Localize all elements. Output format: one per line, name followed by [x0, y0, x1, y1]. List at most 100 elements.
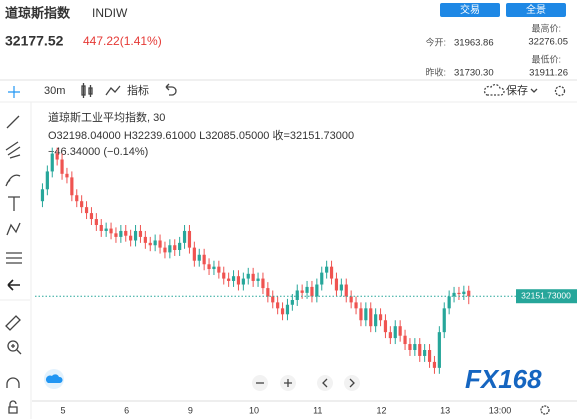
candle-body	[104, 228, 108, 231]
candle-body	[40, 189, 45, 202]
candle-body	[75, 195, 79, 202]
candle-body	[158, 240, 162, 248]
candle-body	[55, 153, 59, 160]
candle-body	[202, 254, 206, 265]
candle-body	[388, 332, 392, 339]
candle-body	[467, 290, 471, 297]
candle-body	[285, 304, 290, 315]
x-tick-label: 5	[60, 405, 65, 415]
candle-body	[266, 288, 270, 297]
candle-body	[320, 272, 324, 285]
lock-tool[interactable]	[8, 400, 18, 414]
candle-body	[457, 292, 461, 295]
navigation	[44, 369, 360, 391]
axis-settings-icon[interactable]	[540, 405, 550, 415]
candle-body	[89, 213, 94, 220]
trade-button[interactable]	[440, 3, 500, 17]
save-menu-icon[interactable]	[530, 88, 538, 93]
magnet-tool[interactable]	[6, 377, 20, 388]
candle-body	[173, 245, 177, 250]
x-tick-label: 13	[440, 405, 450, 415]
candle-body	[70, 177, 74, 196]
candle-body	[393, 326, 397, 339]
candle-body	[236, 276, 241, 285]
candle-body	[403, 335, 407, 345]
scroll-right-icon	[349, 378, 355, 388]
stat-value: 32276.05	[528, 37, 568, 48]
candle-body	[80, 201, 84, 208]
cloud-icon[interactable]	[483, 83, 505, 96]
candle-body	[442, 308, 446, 333]
candle-body	[114, 233, 118, 237]
overview-button[interactable]	[506, 3, 566, 17]
candle-body	[271, 296, 275, 303]
cloud-button-icon	[45, 374, 63, 383]
save-button[interactable]: 保存	[506, 83, 528, 97]
candle-body	[94, 219, 98, 225]
candle-body	[359, 308, 363, 321]
x-tick-label: 6	[124, 405, 129, 415]
prediction-tool[interactable]	[6, 252, 22, 264]
scroll-left-button[interactable]	[317, 375, 333, 391]
pattern-tool[interactable]	[6, 222, 21, 236]
candle-body	[423, 350, 427, 356]
text-tool[interactable]	[8, 196, 20, 211]
candle-body	[187, 230, 192, 248]
drawing-toolbar	[0, 86, 30, 414]
candle-body	[119, 230, 123, 237]
indicator-button[interactable]: 指标	[127, 83, 149, 97]
candle-body	[246, 273, 250, 279]
candle-body	[65, 173, 69, 178]
candle-body	[217, 266, 221, 273]
candle-body	[378, 314, 383, 321]
candle-body	[310, 286, 314, 297]
candle-body	[452, 292, 456, 297]
overview-button-label[interactable]: 全景	[526, 3, 546, 16]
candle-body	[109, 228, 113, 234]
candle-body	[280, 308, 285, 315]
candle-body	[339, 284, 343, 291]
trade-button-label[interactable]: 交易	[460, 3, 480, 16]
settings-icon[interactable]	[554, 85, 566, 97]
brush-tool[interactable]	[5, 174, 21, 187]
last-price-label: 32151.73000	[521, 290, 571, 300]
candle-body	[133, 230, 138, 241]
undo-icon[interactable]	[165, 83, 177, 96]
x-time-label: 13:00	[489, 405, 512, 415]
candle-body	[178, 242, 182, 250]
indicator-icon[interactable]	[105, 85, 121, 96]
candle-body	[197, 254, 201, 261]
zoom-tool[interactable]	[7, 340, 19, 352]
candle-body	[99, 225, 103, 231]
candle-body	[329, 266, 334, 279]
x-tick-label: 10	[249, 405, 259, 415]
scroll-right-button[interactable]	[344, 375, 360, 391]
chart-type-icon[interactable]	[81, 83, 93, 98]
ruler-tool[interactable]	[5, 315, 21, 331]
interval-button[interactable]: 30m	[44, 85, 65, 97]
candle-body	[334, 278, 339, 291]
candle-body	[462, 291, 466, 295]
candle-body	[50, 153, 54, 172]
candle-body	[148, 242, 152, 246]
price: 32177.52	[5, 33, 64, 49]
candle-body	[124, 230, 128, 236]
candle-body	[364, 308, 368, 321]
candle-body	[349, 296, 353, 303]
candle-body	[344, 284, 348, 297]
candle-body	[418, 344, 422, 356]
price-change: 447.22(1.41%)	[83, 34, 162, 48]
zoom-in-icon	[284, 379, 292, 387]
trendline-tool[interactable]	[6, 115, 20, 129]
legend-change: −46.34000 (−0.14%)	[48, 146, 148, 158]
candle-body	[427, 350, 432, 362]
candle-body	[227, 278, 231, 281]
candle-body	[383, 320, 388, 333]
candle-body	[276, 302, 280, 309]
back-tool[interactable]	[7, 279, 20, 291]
pitchfork-tool[interactable]	[5, 141, 21, 159]
x-tick-label: 11	[313, 405, 322, 415]
stat-value: 31963.86	[454, 38, 494, 49]
candle-body	[398, 326, 402, 336]
crosshair-tool[interactable]	[8, 86, 20, 98]
